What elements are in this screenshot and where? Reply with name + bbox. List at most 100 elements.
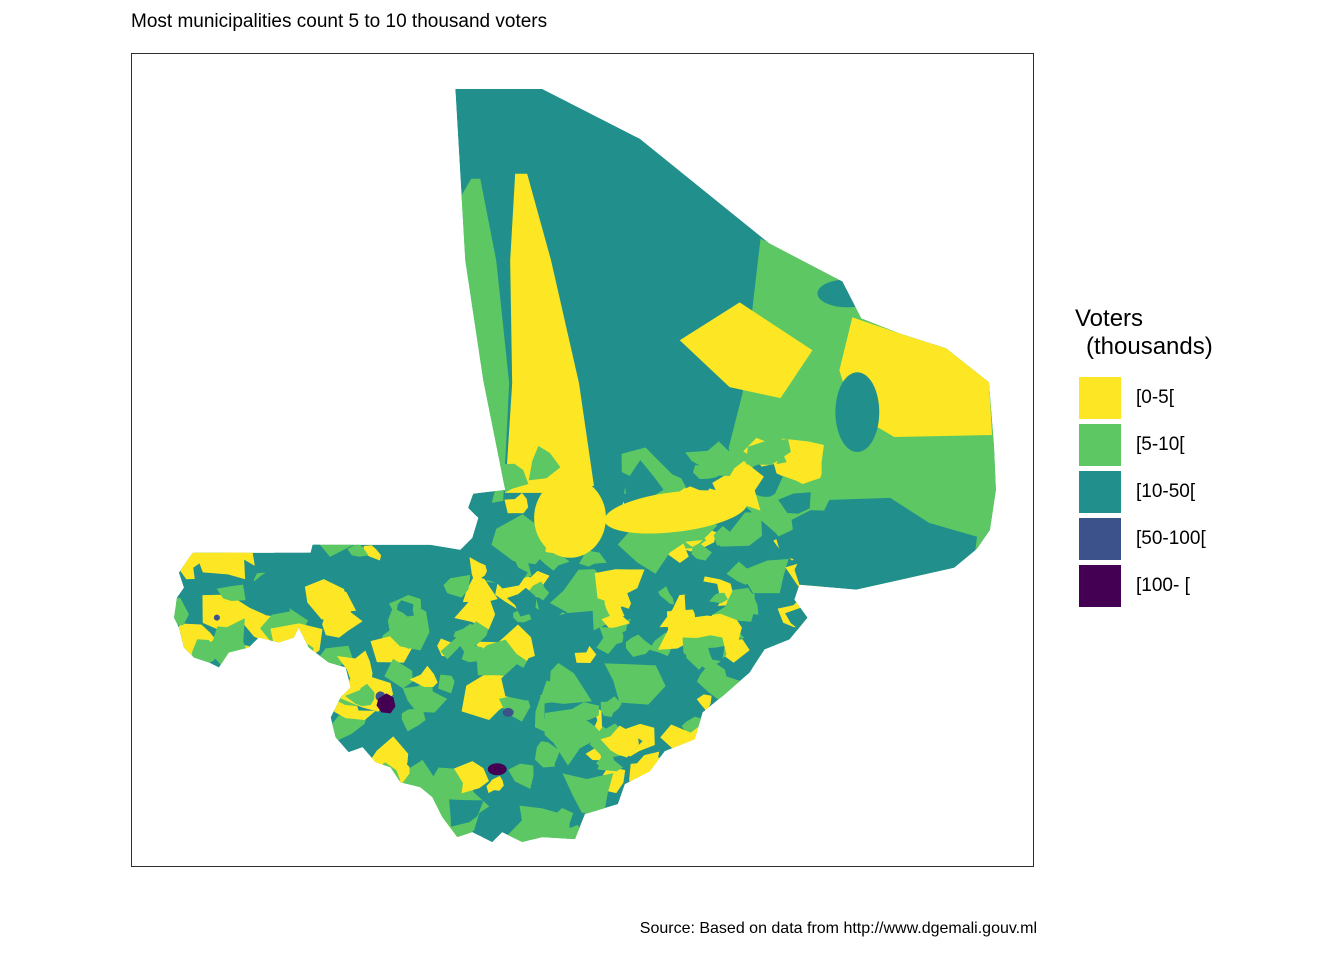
municipality-polygon [694, 739, 729, 768]
municipality-polygon [348, 517, 364, 536]
municipality-polygon [228, 675, 273, 714]
municipality-polygon [499, 695, 531, 722]
municipality-polygon [385, 495, 434, 537]
municipality-polygon [394, 828, 421, 843]
municipality-polygon [691, 543, 712, 561]
municipality-polygon [286, 663, 320, 696]
municipality-polygon [620, 805, 641, 826]
municipality-polygon [174, 808, 220, 843]
map-region-teal-blob [835, 372, 880, 453]
municipality-polygon [405, 447, 436, 470]
map-region-yellow-wedge [505, 173, 595, 493]
municipality-polygon [714, 731, 743, 755]
municipality-polygon [682, 635, 727, 670]
municipality-polygon [767, 777, 798, 795]
municipality-polygon [221, 442, 248, 461]
municipality-polygon [249, 645, 278, 664]
municipality-polygon [347, 543, 369, 557]
municipality-polygon [409, 665, 438, 687]
municipality-polygon [491, 514, 548, 565]
municipality-polygon [402, 626, 426, 649]
municipality-polygon [790, 635, 837, 667]
municipality-polygon [506, 587, 537, 617]
municipality-polygon [604, 663, 666, 705]
municipality-polygon [713, 814, 757, 843]
municipality-polygon [660, 556, 709, 587]
municipality-polygon [201, 744, 251, 787]
legend-title: Voters [1075, 305, 1144, 332]
municipality-polygon [402, 679, 448, 713]
municipality-polygon [658, 609, 716, 650]
municipality-polygon [451, 442, 494, 468]
municipality-polygon [625, 634, 653, 657]
city-50-100-spot [213, 614, 220, 621]
municipality-polygon [600, 696, 622, 718]
municipality-polygon [273, 471, 298, 494]
municipality-polygon [617, 522, 685, 574]
municipality-polygon [298, 826, 327, 843]
legend-item: [5-10[ [1075, 424, 1305, 466]
legend-item: [100- [ [1075, 565, 1305, 607]
legend-label: [0-5[ [1136, 387, 1175, 408]
municipality-polygon [713, 526, 744, 546]
municipality-polygon [187, 715, 240, 766]
municipality-polygon [796, 658, 852, 709]
municipality-polygon [194, 802, 244, 841]
municipality-polygon [247, 504, 285, 533]
municipality-polygon [344, 681, 375, 707]
municipality-polygon [289, 644, 318, 670]
municipality-polygon [429, 708, 451, 729]
plot-panel [131, 53, 1034, 867]
municipality-polygon [449, 799, 484, 827]
municipality-polygon [765, 693, 793, 717]
municipality-polygon [174, 463, 191, 485]
municipality-polygon [334, 493, 374, 523]
municipality-polygon [276, 478, 330, 531]
municipality-polygon [362, 545, 382, 561]
municipality-polygon [537, 663, 592, 704]
municipality-polygon [372, 447, 423, 492]
municipality-polygon [745, 438, 791, 465]
municipality-polygon [174, 587, 189, 626]
legend: Voters (thousands) [0-5[[5-10[[10-50[[50… [1075, 305, 1305, 612]
municipality-polygon [187, 801, 238, 837]
municipality-polygon [234, 460, 258, 485]
municipality-polygon [501, 664, 551, 701]
map-region-southeast-teal-strip [794, 497, 978, 590]
municipality-polygon [709, 557, 731, 574]
municipality-polygon [216, 790, 262, 817]
municipality-polygon [174, 727, 206, 759]
municipality-polygon [394, 818, 440, 843]
municipality-polygon [733, 789, 778, 827]
municipality-polygon [490, 838, 532, 843]
chart-title: Most municipalities count 5 to 10 thousa… [131, 11, 548, 32]
city-sikasso-region [487, 763, 507, 776]
legend-swatch [1079, 471, 1121, 513]
municipality-polygon [290, 754, 307, 773]
municipality-polygon [218, 525, 251, 551]
municipality-polygon [327, 551, 383, 595]
legend-swatch [1079, 565, 1121, 607]
map-region-yellow-patch-central [679, 302, 813, 399]
municipality-polygon [726, 561, 756, 585]
municipality-polygon [593, 749, 624, 772]
municipality-polygon [778, 492, 811, 514]
municipality-polygon [740, 558, 789, 594]
municipality-polygon [797, 739, 843, 775]
municipality-polygon [282, 763, 309, 787]
legend-subtitle: (thousands) [1086, 333, 1213, 360]
municipality-polygon [686, 581, 721, 617]
legend-item: [10-50[ [1075, 471, 1305, 513]
legend-swatch [1079, 518, 1121, 560]
municipality-polygon [395, 459, 420, 486]
municipality-polygon [263, 737, 279, 749]
municipality-polygon [533, 610, 594, 654]
municipality-polygon [347, 486, 371, 514]
municipality-polygon [653, 774, 690, 799]
municipality-polygon [174, 431, 197, 463]
municipality-polygon [346, 473, 384, 506]
municipality-polygon [266, 437, 297, 462]
municipality-polygon [562, 773, 614, 818]
city-bamako-region [376, 693, 396, 714]
